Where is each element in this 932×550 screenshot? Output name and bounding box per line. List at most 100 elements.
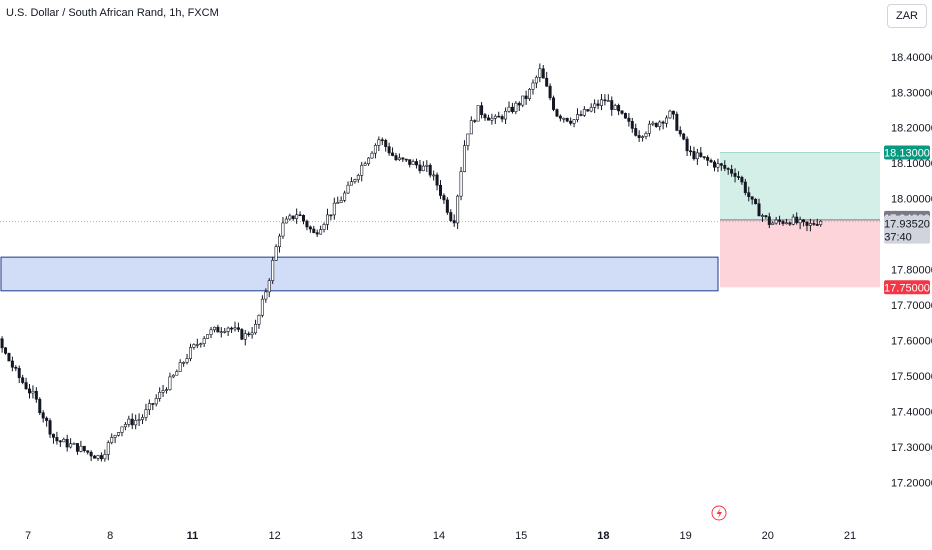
candle-body [730, 169, 734, 174]
candle-body [147, 403, 151, 411]
candle-body [736, 176, 740, 178]
candle-body [610, 100, 614, 110]
x-tick-label: 18 [597, 530, 609, 542]
candle-body [569, 120, 573, 124]
candle-body [325, 214, 329, 225]
candle-body [288, 215, 292, 220]
y-tick-label: 17.60000 [891, 335, 932, 347]
candle-body [661, 121, 665, 124]
x-tick-label: 8 [107, 530, 113, 542]
candle-body [682, 133, 686, 140]
candle-body [462, 145, 466, 172]
candle-body [178, 362, 182, 372]
candle-body [651, 122, 655, 125]
candle-body [264, 291, 268, 300]
candle-body [278, 235, 282, 248]
candle-body [387, 146, 391, 154]
y-tick-label: 17.80000 [891, 265, 932, 277]
y-tick-label: 17.50000 [891, 371, 932, 383]
candle-body [740, 177, 744, 183]
zone-layer [0, 256, 719, 292]
candle-body [123, 424, 127, 428]
candle-body [65, 438, 69, 448]
candle-body [38, 398, 42, 414]
candle-body [329, 214, 333, 217]
candle-body [552, 97, 556, 110]
candle-body [421, 165, 425, 172]
candle-body [575, 114, 579, 120]
candle-body [308, 226, 312, 230]
candle-body [582, 109, 586, 116]
candle-body [96, 455, 100, 459]
candle-body [411, 161, 415, 165]
candle-body [75, 443, 79, 452]
y-tick-label: 18.30000 [891, 87, 932, 99]
candle-body [51, 433, 55, 438]
candle-body [599, 99, 603, 106]
candle-body [17, 368, 21, 379]
candle-body [151, 403, 155, 405]
candle-body [603, 99, 607, 102]
candle-body [4, 347, 8, 354]
candle-body [161, 390, 165, 393]
candle-body [69, 443, 73, 448]
lightning-icon-bolt [716, 508, 722, 519]
candle-body [99, 455, 103, 460]
currency-selector[interactable]: ZAR [887, 4, 927, 28]
candle-body [113, 435, 117, 438]
candle-body [281, 222, 285, 237]
candle-body [596, 103, 600, 106]
candle-body [298, 214, 302, 217]
candle-body [134, 420, 138, 426]
candle-body [572, 119, 576, 124]
candle-body [586, 109, 590, 112]
candle-body [706, 157, 710, 161]
candle-body [733, 172, 737, 177]
candle-body [34, 390, 38, 400]
candle-body [555, 109, 559, 117]
candle-body [401, 157, 405, 160]
candle-body [48, 420, 52, 435]
candle-body [788, 222, 792, 225]
candle-body [757, 203, 761, 217]
candle-body [332, 202, 336, 216]
candle-body [171, 374, 175, 378]
x-tick-label: 15 [515, 530, 527, 542]
candle-body [534, 77, 538, 84]
candle-body [257, 314, 261, 325]
candle-body [528, 89, 532, 99]
y-tick-label: 18.40000 [891, 52, 932, 64]
candle-body [497, 115, 501, 118]
candle-body [562, 117, 566, 120]
candle-body [483, 114, 487, 119]
candle-body [195, 344, 199, 346]
candle-body [641, 136, 645, 138]
candle-body [315, 232, 319, 235]
candle-body [719, 163, 723, 166]
candle-body [743, 181, 747, 193]
candle-body [86, 450, 90, 453]
candle-body [377, 139, 381, 146]
candle-body [312, 228, 316, 233]
candle-body [93, 455, 97, 459]
candle-body [750, 196, 754, 200]
candle-body [154, 398, 158, 405]
candle-body [247, 333, 251, 336]
candle-body [541, 68, 545, 79]
candle-body [675, 113, 679, 131]
stop-loss-tag-bg [884, 280, 930, 295]
candle-body [819, 220, 823, 225]
candle-body [500, 116, 504, 120]
candle-body [815, 224, 819, 226]
candle-body [456, 195, 460, 224]
current-price-tag-bg [884, 215, 930, 244]
candle-body [158, 392, 162, 399]
candle-body [617, 105, 621, 112]
candle-body [778, 219, 782, 222]
demand-zone [0, 256, 719, 292]
candle-body [254, 323, 258, 334]
x-tick-label: 20 [762, 530, 774, 542]
candle-body [260, 298, 264, 316]
